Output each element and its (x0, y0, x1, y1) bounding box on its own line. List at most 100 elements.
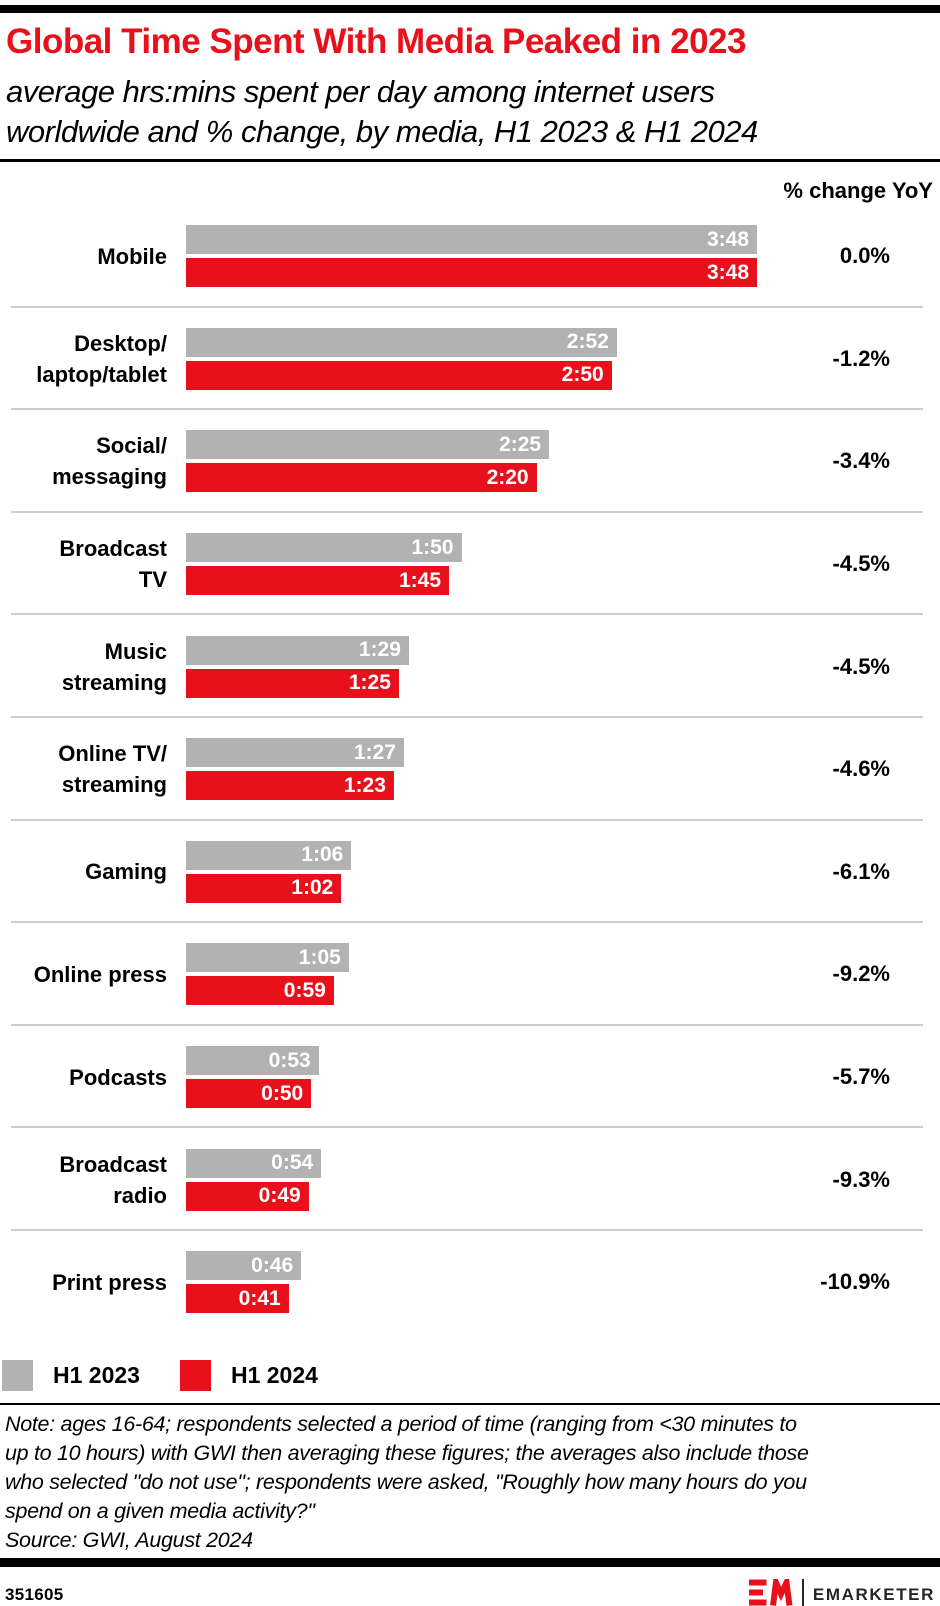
bar-value-h1-2023: 1:05 (298, 945, 341, 969)
chart-id: 351605 (5, 1584, 64, 1604)
pct-change-value: -4.5% (832, 653, 890, 679)
pct-change-value: -9.3% (832, 1166, 890, 1192)
bar-value-h1-2024: 2:20 (486, 465, 529, 489)
bar-value-h1-2023: 2:52 (566, 330, 609, 354)
bar-pair: 1:05 0:59 (186, 943, 757, 1006)
row-divider (11, 818, 923, 821)
bottom-rule (0, 1557, 940, 1567)
bar-h1-2023: 1:06 (186, 840, 352, 870)
row-divider (11, 305, 923, 308)
pct-change-value: -6.1% (832, 858, 890, 884)
row-divider (11, 408, 923, 411)
category-label: Gaming (85, 859, 167, 885)
bar-value-h1-2024: 0:59 (283, 978, 326, 1002)
category-label: Broadcast radio (59, 1151, 167, 1208)
legend-swatch-h1-2023 (2, 1359, 33, 1391)
bar-h1-2024: 1:45 (186, 566, 449, 596)
bar-value-h1-2024: 0:49 (258, 1184, 301, 1208)
logo-divider (801, 1579, 804, 1606)
bar-value-h1-2023: 1:29 (358, 638, 401, 662)
chart-row: Print press 0:46 0:41 -10.9% (0, 1231, 940, 1334)
row-divider (11, 1023, 923, 1026)
bar-h1-2023: 2:25 (186, 430, 550, 460)
category-label: Print press (52, 1269, 167, 1295)
bar-pair: 3:48 3:48 (186, 225, 757, 288)
bar-value-h1-2024: 2:50 (561, 363, 604, 387)
bar-value-h1-2024: 0:50 (261, 1081, 304, 1105)
category-label: Music streaming (61, 638, 167, 695)
bar-value-h1-2024: 1:02 (291, 876, 334, 900)
category-label: Online TV/ streaming (58, 741, 167, 798)
bar-pair: 1:27 1:23 (186, 738, 757, 801)
note-rule (0, 1402, 940, 1405)
pct-change-value: -5.7% (832, 1064, 890, 1090)
footer: 351605 EMARKETER (0, 1570, 940, 1606)
bar-value-h1-2024: 1:45 (398, 568, 441, 592)
chart-row: Gaming 1:06 1:02 -6.1% (0, 821, 940, 924)
chart-subtitle: average hrs:mins spent per day among int… (6, 74, 758, 149)
bar-value-h1-2023: 1:27 (353, 740, 396, 764)
bar-h1-2023: 3:48 (186, 225, 757, 255)
source-text: Source: GWI, August 2024 (5, 1527, 253, 1552)
top-rule (0, 5, 940, 13)
bar-value-h1-2023: 1:50 (411, 535, 454, 559)
brand-wordmark: EMARKETER (812, 1584, 935, 1604)
bar-value-h1-2024: 3:48 (706, 260, 749, 284)
category-label: Social/ messaging (52, 433, 167, 490)
legend: H1 2023 H1 2024 (2, 1359, 940, 1391)
row-divider (11, 1126, 923, 1129)
bar-h1-2023: 1:27 (186, 738, 404, 768)
pct-change-value: -9.2% (832, 961, 890, 987)
legend-label-h1-2023: H1 2023 (53, 1361, 140, 1388)
chart-row: Desktop/ laptop/tablet 2:52 2:50 -1.2% (0, 308, 940, 411)
bar-h1-2023: 1:50 (186, 533, 462, 563)
row-divider (11, 1228, 923, 1231)
bar-value-h1-2023: 0:53 (268, 1048, 311, 1072)
chart-rows: Mobile 3:48 3:48 0.0% Desktop/ laptop/ta… (0, 205, 940, 1334)
bar-h1-2023: 0:46 (186, 1251, 302, 1281)
bar-pair: 1:50 1:45 (186, 533, 757, 596)
chart-title: Global Time Spent With Media Peaked in 2… (6, 22, 746, 61)
pct-change-value: 0.0% (839, 243, 890, 269)
bar-h1-2023: 1:05 (186, 943, 349, 973)
category-label: Online press (33, 961, 167, 987)
bar-value-h1-2023: 0:54 (271, 1151, 314, 1175)
bar-value-h1-2023: 0:46 (251, 1253, 294, 1277)
legend-swatch-h1-2024 (179, 1359, 211, 1391)
row-divider (11, 715, 923, 718)
bar-pair: 2:52 2:50 (186, 327, 757, 390)
bar-h1-2024: 3:48 (186, 258, 757, 288)
note-text: Note: ages 16-64; respondents selected a… (5, 1411, 809, 1523)
bar-h1-2024: 0:50 (186, 1079, 312, 1109)
chart-row: Broadcast TV 1:50 1:45 -4.5% (0, 513, 940, 616)
chart-row: Online TV/ streaming 1:27 1:23 -4.6% (0, 718, 940, 821)
pct-change-value: -4.5% (832, 551, 890, 577)
bar-value-h1-2023: 1:06 (301, 843, 344, 867)
bar-h1-2024: 0:49 (186, 1181, 309, 1211)
category-label: Broadcast TV (59, 536, 167, 593)
bar-h1-2024: 0:59 (186, 976, 334, 1006)
bar-pair: 1:06 1:02 (186, 840, 757, 903)
bar-value-h1-2023: 2:25 (499, 432, 542, 456)
bar-h1-2024: 1:23 (186, 771, 394, 801)
row-divider (11, 613, 923, 616)
bar-h1-2023: 2:52 (186, 327, 617, 357)
category-label: Podcasts (69, 1064, 167, 1090)
chart-row: Mobile 3:48 3:48 0.0% (0, 205, 940, 308)
chart-row: Music streaming 1:29 1:25 -4.5% (0, 615, 940, 718)
bar-pair: 0:46 0:41 (186, 1251, 757, 1314)
chart-row: Podcasts 0:53 0:50 -5.7% (0, 1026, 940, 1129)
pct-change-value: -1.2% (832, 345, 890, 371)
bar-value-h1-2024: 1:25 (348, 671, 391, 695)
bar-h1-2024: 2:50 (186, 360, 612, 390)
bar-h1-2023: 0:54 (186, 1148, 322, 1178)
header-rule (0, 159, 940, 162)
bar-pair: 0:54 0:49 (186, 1148, 757, 1211)
bar-pair: 1:29 1:25 (186, 635, 757, 698)
bar-h1-2024: 2:20 (186, 463, 537, 493)
chart-row: Online press 1:05 0:59 -9.2% (0, 923, 940, 1026)
bar-value-h1-2023: 3:48 (706, 227, 749, 251)
category-label: Mobile (97, 243, 167, 269)
chart-row: Social/ messaging 2:25 2:20 -3.4% (0, 410, 940, 513)
